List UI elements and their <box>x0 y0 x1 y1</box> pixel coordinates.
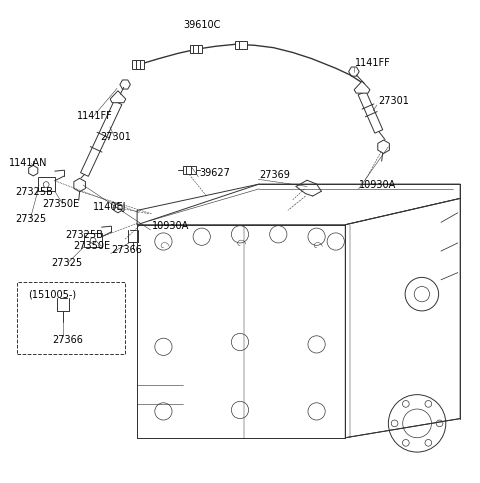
Text: 10930A: 10930A <box>359 180 396 190</box>
Text: 27301: 27301 <box>100 132 131 142</box>
Text: 10930A: 10930A <box>152 221 189 231</box>
Polygon shape <box>235 42 247 49</box>
Polygon shape <box>81 101 122 176</box>
Polygon shape <box>132 59 144 69</box>
Polygon shape <box>137 225 345 438</box>
Polygon shape <box>190 45 202 54</box>
Text: 27325B: 27325B <box>15 187 53 197</box>
Text: 1140EJ: 1140EJ <box>93 202 126 212</box>
Text: 1141FF: 1141FF <box>355 58 391 68</box>
Polygon shape <box>345 199 460 438</box>
Text: 27366: 27366 <box>112 244 143 255</box>
Text: 1141AN: 1141AN <box>9 158 48 169</box>
Text: 39610C: 39610C <box>183 20 220 29</box>
Text: 27350E: 27350E <box>73 242 110 251</box>
Text: 27325B: 27325B <box>65 230 103 240</box>
Text: (151005-): (151005-) <box>28 289 76 299</box>
Text: 27325: 27325 <box>15 213 46 224</box>
Polygon shape <box>37 177 55 191</box>
Text: 27301: 27301 <box>378 96 408 106</box>
Polygon shape <box>137 184 460 225</box>
Text: 27325: 27325 <box>51 258 83 268</box>
Bar <box>17 282 125 354</box>
Polygon shape <box>354 81 370 93</box>
Text: 39627: 39627 <box>199 168 230 178</box>
Text: 27369: 27369 <box>259 170 290 181</box>
Text: 1141FF: 1141FF <box>77 111 113 121</box>
Text: 27366: 27366 <box>52 335 83 344</box>
Text: 27350E: 27350E <box>42 199 80 209</box>
Polygon shape <box>182 166 196 174</box>
Polygon shape <box>358 91 383 133</box>
Polygon shape <box>110 91 126 103</box>
Polygon shape <box>84 233 102 247</box>
